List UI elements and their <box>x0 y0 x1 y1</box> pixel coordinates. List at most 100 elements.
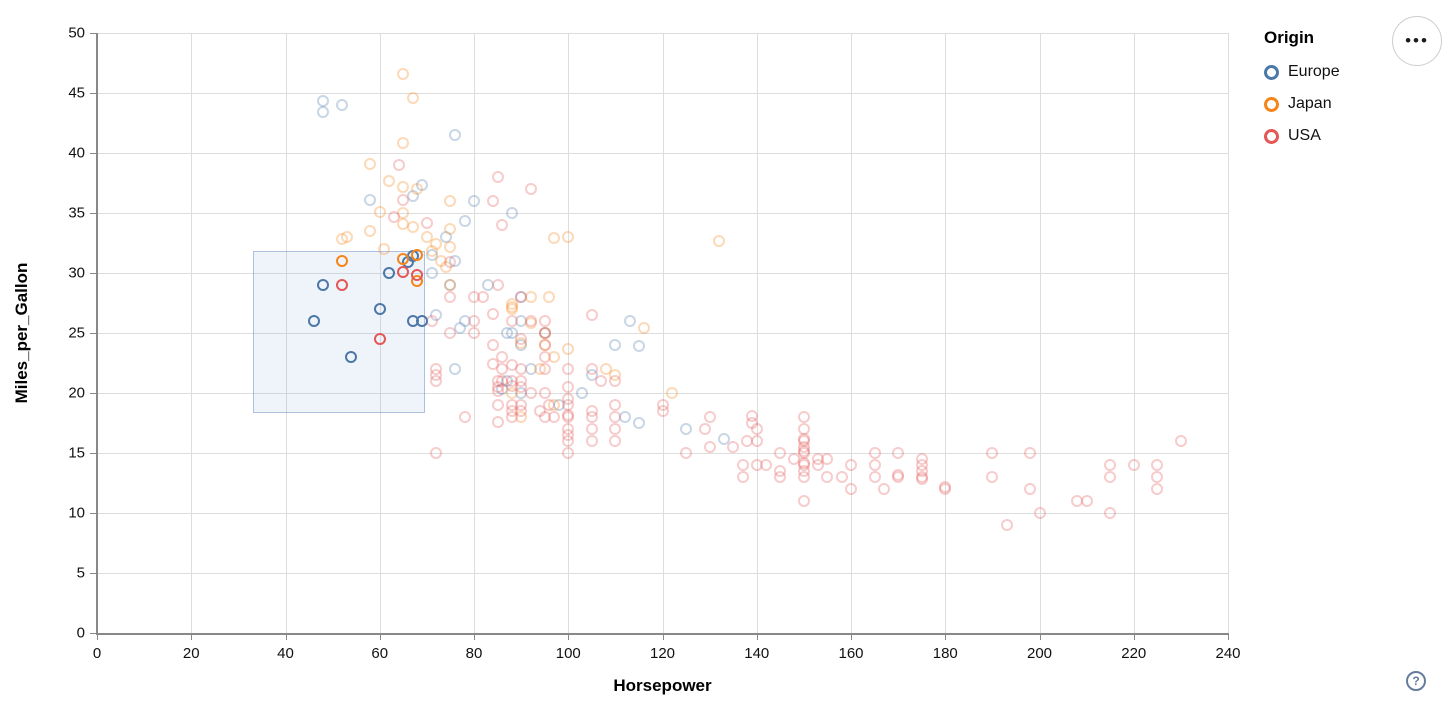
data-point <box>543 399 556 411</box>
x-tick-mark <box>285 633 287 640</box>
y-axis-line <box>96 33 98 634</box>
data-point <box>797 465 810 477</box>
data-point <box>486 307 499 320</box>
data-point <box>585 363 598 375</box>
data-point <box>425 267 438 279</box>
data-point <box>1151 483 1164 495</box>
gridline-y <box>97 153 1228 154</box>
legend-symbol-icon <box>1264 128 1279 144</box>
y-tick-mark <box>90 93 97 94</box>
data-point-selected <box>307 315 320 327</box>
data-point <box>892 447 905 459</box>
data-point <box>449 129 462 141</box>
data-point <box>868 447 881 459</box>
help-button[interactable]: ? <box>1406 671 1426 691</box>
data-point <box>505 327 518 339</box>
data-point <box>397 217 410 230</box>
y-tick-mark <box>90 573 97 574</box>
data-point <box>562 429 575 441</box>
x-tick-label: 100 <box>555 645 581 662</box>
data-point <box>397 67 410 80</box>
y-tick-label: 0 <box>76 624 85 642</box>
data-point <box>458 215 471 228</box>
plot-area[interactable]: 0 20 40 60 80 100 120 140 160 180 200 220 240 0 5 10 15 2… <box>68 25 1240 663</box>
data-point <box>585 435 598 447</box>
x-tick-label: 120 <box>649 645 676 662</box>
data-point <box>595 375 608 387</box>
data-point <box>543 291 556 303</box>
data-point <box>788 453 801 465</box>
data-point <box>491 279 504 291</box>
legend-label: Japan <box>1288 95 1332 112</box>
y-tick-mark <box>90 453 97 454</box>
gridline-y <box>97 333 1228 334</box>
data-point-selected <box>317 279 330 291</box>
data-point <box>562 342 575 355</box>
data-point <box>496 351 509 363</box>
x-tick-mark <box>756 633 758 640</box>
data-point-selected <box>397 265 410 278</box>
brush-selection[interactable] <box>252 251 425 414</box>
gridline-y <box>97 513 1228 514</box>
data-point <box>585 309 598 321</box>
data-point <box>609 339 622 351</box>
data-point <box>1033 507 1046 519</box>
data-point <box>538 339 551 351</box>
x-tick-mark <box>1133 633 1135 640</box>
question-mark-icon: ? <box>1412 674 1420 688</box>
data-point <box>491 171 504 183</box>
y-tick-label: 40 <box>68 144 85 162</box>
x-tick-label: 180 <box>932 645 958 662</box>
menu-button[interactable]: ••• <box>1392 16 1442 66</box>
legend-symbol-icon <box>1264 96 1279 112</box>
gridline-x <box>1228 33 1229 633</box>
x-tick-label: 160 <box>838 645 864 662</box>
legend-item-japan: Japan <box>1264 88 1340 120</box>
data-point <box>1024 447 1037 459</box>
data-point-selected <box>411 249 424 261</box>
data-point <box>505 207 518 219</box>
data-point <box>411 183 424 195</box>
data-point <box>665 387 678 399</box>
data-point <box>444 279 457 291</box>
data-point <box>562 408 575 421</box>
data-point <box>420 216 433 229</box>
y-tick-mark <box>90 33 97 34</box>
data-point <box>1151 471 1164 483</box>
data-point <box>449 363 462 375</box>
x-tick-label: 20 <box>182 645 200 662</box>
data-point <box>378 243 391 255</box>
data-point <box>444 240 457 253</box>
data-point <box>835 471 848 483</box>
x-tick-mark <box>474 633 475 640</box>
data-point <box>317 106 330 119</box>
data-point <box>797 495 810 507</box>
data-point <box>986 447 999 459</box>
data-point <box>599 363 612 375</box>
data-point <box>458 411 471 423</box>
y-tick-mark <box>90 513 97 514</box>
gridline-y <box>97 213 1228 214</box>
x-tick-label: 240 <box>1215 645 1241 662</box>
data-point <box>505 315 518 327</box>
y-tick-mark <box>90 213 97 214</box>
data-point <box>468 195 480 207</box>
data-point <box>632 417 645 429</box>
data-point <box>562 447 575 459</box>
data-point <box>1151 459 1164 471</box>
data-point-selected <box>336 279 349 291</box>
data-point <box>444 222 457 235</box>
data-point <box>515 291 528 303</box>
legend-symbol-icon <box>1264 64 1279 80</box>
x-tick-label: 40 <box>277 645 294 662</box>
data-point <box>336 233 349 246</box>
data-point <box>680 423 693 435</box>
data-point <box>486 195 499 207</box>
data-point <box>821 453 834 465</box>
gridline-y <box>97 393 1228 394</box>
data-point <box>562 393 575 405</box>
gridline-y <box>97 453 1228 454</box>
data-point <box>1127 459 1140 471</box>
data-point <box>760 459 773 471</box>
x-tick-mark <box>191 633 193 640</box>
